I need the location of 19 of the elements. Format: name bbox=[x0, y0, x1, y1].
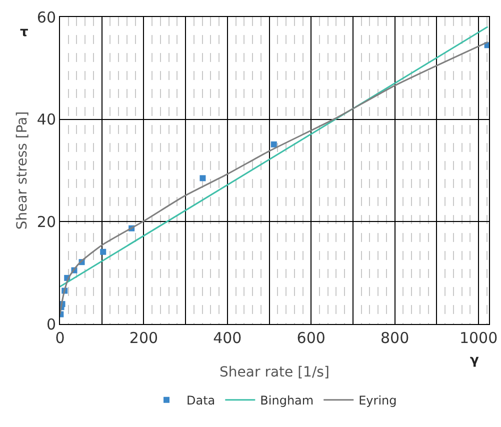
y-tick-label: 20 bbox=[36, 212, 56, 231]
text: γ bbox=[470, 353, 479, 368]
y-axis-title: Shear stress [Pa] bbox=[14, 111, 31, 230]
text: τ bbox=[20, 25, 28, 40]
point bbox=[270, 141, 277, 148]
x-tick-label: 400 bbox=[213, 329, 242, 347]
y-tick-label: 40 bbox=[36, 110, 56, 129]
x-tick-label: 200 bbox=[129, 329, 158, 347]
x-tick-label: 800 bbox=[380, 329, 410, 347]
legend-label: Eyring bbox=[358, 394, 397, 408]
x-tick-label: 600 bbox=[296, 329, 326, 347]
y-tick-label: 60 bbox=[36, 8, 56, 26]
x-axis-title: Shear rate [1/s] bbox=[220, 364, 330, 380]
y-tick-label: 0 bbox=[46, 315, 56, 334]
point bbox=[100, 248, 106, 255]
legend-label: Data bbox=[186, 394, 216, 408]
x-tick-label: 1000 bbox=[459, 329, 498, 347]
legend-label: Bingham bbox=[260, 394, 314, 408]
point bbox=[200, 175, 206, 182]
